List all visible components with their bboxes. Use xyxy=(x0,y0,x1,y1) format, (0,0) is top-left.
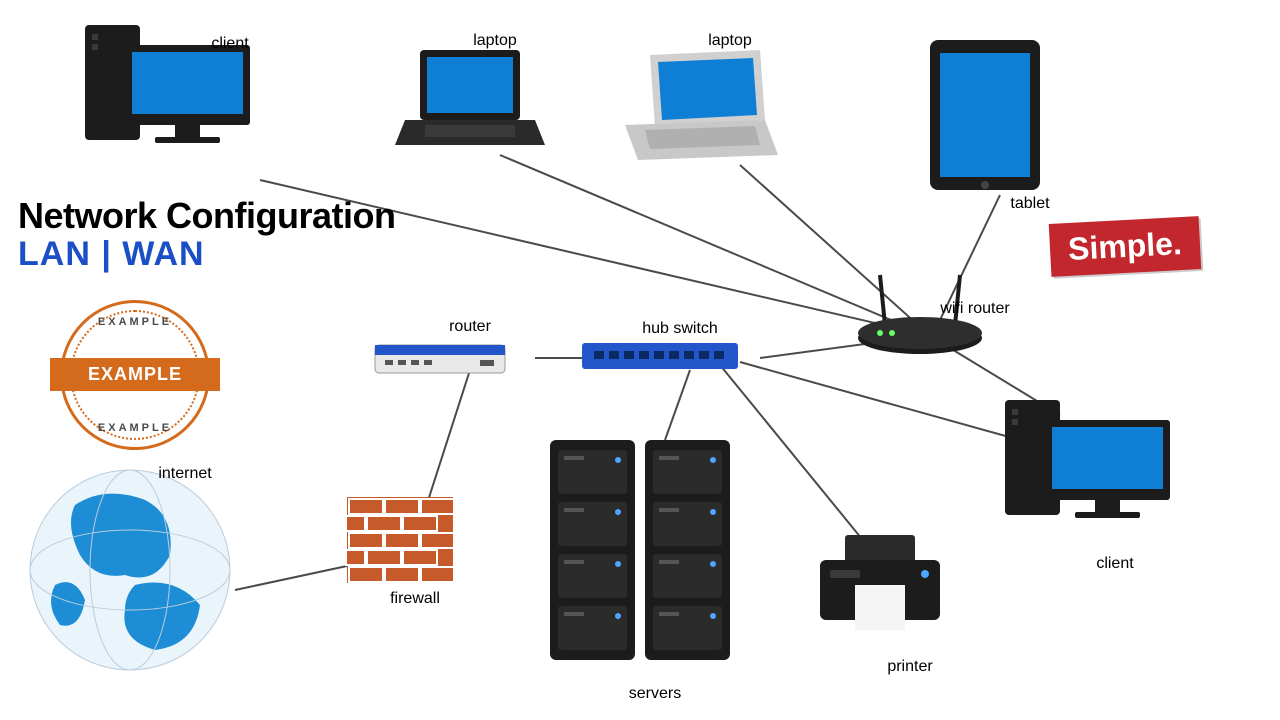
title-block: Network Configuration LAN | WAN xyxy=(18,195,395,274)
stamp-arc-bottom: EXAMPLE xyxy=(60,422,210,434)
printer-label: printer xyxy=(850,658,970,676)
edge-hub-client_br xyxy=(740,362,1020,440)
title-line2: LAN | WAN xyxy=(18,235,395,274)
internet-icon xyxy=(25,465,235,680)
edge-laptop1-wifi xyxy=(500,155,910,328)
tablet-label: tablet xyxy=(970,195,1090,213)
client_tl-label: client xyxy=(170,35,290,53)
title-line1: Network Configuration xyxy=(18,195,395,237)
laptop1-label: laptop xyxy=(435,32,555,50)
router-icon xyxy=(370,330,510,385)
firewall-label: firewall xyxy=(355,590,475,608)
simple-badge: Simple. xyxy=(1049,216,1201,277)
client_br-label: client xyxy=(1055,555,1175,573)
hub-icon xyxy=(580,335,740,380)
laptop2-label: laptop xyxy=(670,32,790,50)
servers-icon xyxy=(540,430,740,675)
servers-label: servers xyxy=(595,685,715,703)
laptop2-icon xyxy=(620,45,780,170)
stamp-banner: EXAMPLE xyxy=(50,358,220,391)
internet-label: internet xyxy=(125,465,245,483)
router-label: router xyxy=(410,318,530,336)
printer-icon xyxy=(810,530,950,655)
firewall-icon xyxy=(345,495,455,590)
client_br-icon xyxy=(1000,395,1180,550)
stamp-arc-top: EXAMPLE xyxy=(60,316,210,328)
tablet-icon xyxy=(925,35,1045,200)
example-stamp: EXAMPLE EXAMPLE EXAMPLE xyxy=(60,300,210,450)
hub-label: hub switch xyxy=(620,320,740,338)
wifi-label: wifi router xyxy=(915,300,1035,318)
laptop1-icon xyxy=(395,45,545,160)
edge-router-firewall xyxy=(425,370,470,510)
